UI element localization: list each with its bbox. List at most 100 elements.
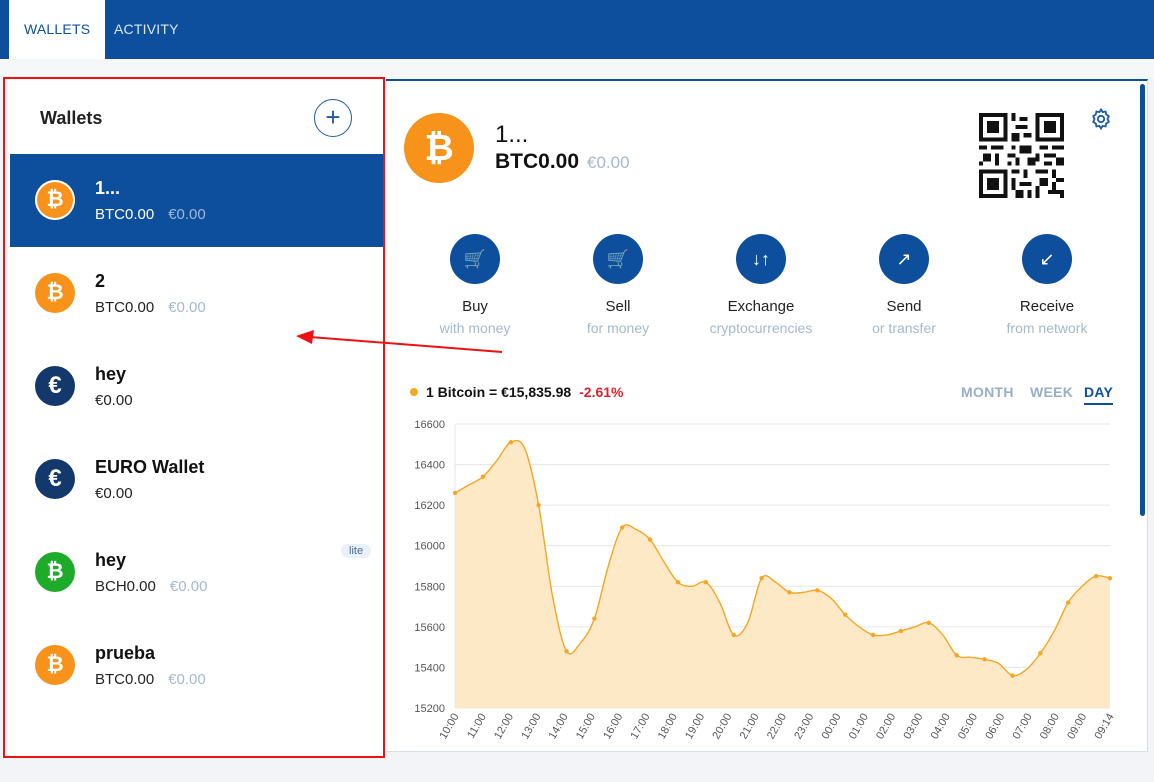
x-tick-label: 18:00 [656, 712, 680, 742]
data-point [620, 525, 625, 530]
data-point [703, 580, 709, 585]
bitcoin-icon: ₿ [404, 113, 474, 183]
x-tick-label: 16:00 [601, 712, 625, 742]
action-label: Send [886, 298, 922, 315]
data-point [843, 612, 848, 617]
wallet-crypto-balance: BTC0.00 [95, 206, 155, 223]
data-point [647, 537, 653, 542]
range-month[interactable]: MONTH [961, 384, 1014, 400]
x-tick-label: 05:00 [956, 712, 980, 742]
wallet-name: 2 [95, 271, 106, 291]
wallet-fiat-balance: €0.00 [168, 671, 206, 688]
wallet-item[interactable]: € hey €0.00 [10, 340, 383, 433]
y-tick-label: 16000 [414, 541, 445, 553]
tab-wallets[interactable]: WALLETS [9, 0, 106, 59]
range-week[interactable]: WEEK [1030, 384, 1074, 400]
data-point [731, 632, 736, 638]
y-tick-label: 16600 [414, 419, 445, 431]
scrollbar[interactable] [1140, 84, 1145, 516]
y-tick-label: 15200 [414, 703, 445, 715]
price-change: -2.61% [579, 384, 624, 400]
series-line [454, 439, 1111, 677]
data-point [954, 653, 959, 658]
x-tick-label: 07:00 [1011, 712, 1035, 742]
y-tick-label: 15400 [414, 662, 445, 674]
data-point [815, 588, 820, 593]
y-tick-label: 16400 [414, 460, 445, 472]
data-point [1093, 573, 1099, 579]
plus-icon: + [325, 102, 341, 132]
data-point [898, 628, 904, 634]
euro-icon: € [35, 366, 75, 406]
exchange-action[interactable]: ↓↑ Exchange cryptocurrencies [691, 234, 831, 336]
wallet-balance: €0.00 [95, 392, 133, 409]
data-point [675, 580, 681, 585]
wallet-item[interactable]: ₿ 2 BTC0.00 €0.00 [10, 247, 383, 340]
top-nav: WALLETS ACTIVITY [0, 0, 1154, 59]
data-point [508, 440, 513, 445]
data-point [1065, 600, 1071, 605]
y-tick-label: 15800 [414, 581, 445, 593]
x-tick-label: 03:00 [901, 712, 925, 742]
swap-icon[interactable]: ↓↑ [736, 234, 786, 284]
wallet-balance: BTC0.00 €0.00 [95, 206, 206, 223]
data-point [452, 490, 458, 496]
wallet-detail-panel: ₿ 1... BTC0.00 €0.00 🛒 Buy with money 🛒 S… [386, 79, 1148, 752]
x-tick-label: 15:00 [574, 712, 598, 742]
wallet-item[interactable]: ₿ prueba BTC0.00 €0.00 [10, 619, 383, 712]
background-strip [0, 59, 1154, 79]
send-action[interactable]: ↗ Send or transfer [834, 234, 974, 336]
wallets-sidebar: Wallets + ₿ 1... BTC0.00 €0.00 ₿ 2 BTC0.0… [8, 80, 384, 756]
wallet-item[interactable]: € EURO Wallet €0.00 [10, 433, 383, 526]
arrow-down-left-icon[interactable]: ↙ [1022, 234, 1072, 284]
sell-action[interactable]: 🛒 Sell for money [548, 234, 688, 336]
buy-action[interactable]: 🛒 Buy with money [405, 234, 545, 336]
action-sublabel: with money [439, 320, 511, 336]
wallet-balance: BTC0.00 €0.00 [95, 299, 206, 316]
qr-code-icon[interactable] [979, 113, 1064, 198]
bottom-strip [0, 758, 1154, 782]
wallet-name: EURO Wallet [95, 457, 205, 477]
wallet-fiat-balance: €0.00 [168, 299, 206, 316]
wallet-fiat-balance: €0.00 [168, 206, 206, 223]
data-point [536, 502, 541, 508]
wallet-item[interactable]: ₿ 1... BTC0.00 €0.00 [10, 154, 383, 247]
y-tick-label: 15600 [414, 622, 445, 634]
data-point [592, 616, 597, 621]
wallet-title: 1... [495, 121, 529, 148]
y-tick-label: 16200 [414, 500, 445, 512]
data-point [870, 632, 876, 638]
receive-action[interactable]: ↙ Receive from network [977, 234, 1117, 336]
wallet-item[interactable]: ₿ hey BCH0.00 €0.00 lite [10, 526, 383, 619]
data-point [787, 590, 792, 595]
x-tick-label: 12:00 [492, 712, 516, 742]
action-label: Buy [462, 298, 488, 315]
wallet-name: 1... [95, 178, 121, 198]
x-tick-label: 22:00 [765, 712, 789, 742]
wallet-crypto-balance: BTC0.00 [95, 299, 155, 316]
euro-icon: € [35, 459, 75, 499]
series-dot-icon [410, 388, 418, 396]
data-point [1107, 575, 1113, 581]
x-tick-label: 10:00 [437, 712, 461, 742]
tab-activity[interactable]: ACTIVITY [114, 21, 179, 37]
x-tick-label: 17:00 [628, 712, 652, 742]
bitcoin-icon: ₿ [35, 645, 75, 685]
wallet-fiat-balance: €0.00 [169, 578, 208, 595]
gear-icon[interactable] [1089, 107, 1113, 131]
cart-icon[interactable]: 🛒 [450, 234, 500, 284]
action-sublabel: cryptocurrencies [709, 320, 813, 336]
x-tick-label: 06:00 [983, 712, 1007, 742]
wallet-balance: BTC0.00 €0.00 [495, 150, 630, 174]
data-point [1038, 651, 1043, 656]
wallet-balance: €0.00 [95, 485, 133, 502]
range-day[interactable]: DAY [1084, 384, 1114, 405]
sidebar-title: Wallets [40, 108, 103, 128]
data-point [1010, 673, 1015, 678]
cart-icon[interactable]: 🛒 [593, 234, 643, 284]
highlight-box [3, 77, 385, 758]
add-wallet-button[interactable]: + [314, 99, 352, 137]
x-tick-label: 19:00 [683, 712, 707, 742]
x-tick-label: 09:14 [1092, 712, 1116, 742]
arrow-up-right-icon[interactable]: ↗ [879, 234, 929, 284]
